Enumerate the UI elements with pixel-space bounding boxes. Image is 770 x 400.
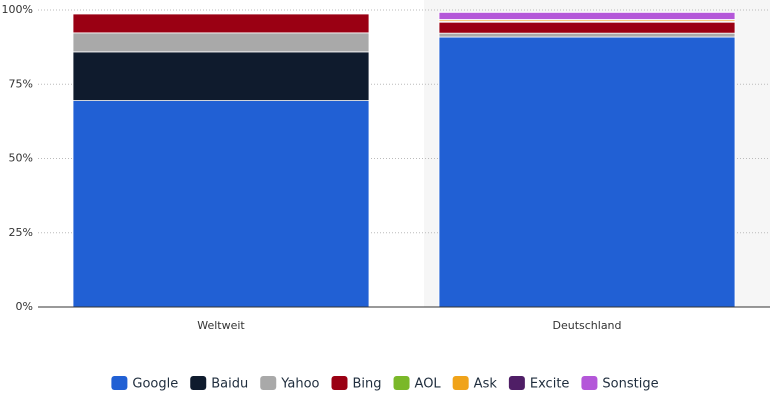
legend-label: Google xyxy=(132,377,178,392)
legend-swatch xyxy=(393,376,410,390)
bar-segment xyxy=(438,32,736,38)
legend-label: Baidu xyxy=(211,377,248,392)
legend-label: Excite xyxy=(530,377,570,392)
bar-segment xyxy=(72,12,370,14)
y-tick-label: 0% xyxy=(16,300,33,313)
legend: Google Baidu Yahoo Bing AOL Ask Excite Sonstige xyxy=(111,376,659,392)
bar-segment xyxy=(72,13,370,34)
y-tick-label: 25% xyxy=(9,226,33,239)
bar-segment xyxy=(72,32,370,53)
legend-label: Bing xyxy=(353,377,382,392)
bar-segment xyxy=(438,11,736,20)
x-tick-label: Deutschland xyxy=(552,319,621,332)
y-tick-label: 100% xyxy=(2,3,33,16)
bar-segment xyxy=(438,21,736,34)
bar-segment xyxy=(72,51,370,101)
legend-label: Sonstige xyxy=(602,377,658,392)
y-tick-label: 75% xyxy=(9,77,33,90)
x-tick-label: Weltweit xyxy=(197,319,245,332)
legend-label: Yahoo xyxy=(280,377,319,392)
legend-swatch xyxy=(260,376,277,390)
y-tick-label: 50% xyxy=(9,152,33,165)
legend-swatch xyxy=(452,376,469,390)
legend-swatch xyxy=(581,376,598,390)
legend-swatch xyxy=(111,376,128,390)
legend-swatch xyxy=(190,376,207,390)
bar-segment xyxy=(72,100,370,308)
legend-label: AOL xyxy=(415,377,442,392)
legend-swatch xyxy=(508,376,525,390)
bar-segment xyxy=(438,36,736,308)
legend-swatch xyxy=(331,376,348,390)
legend-label: Ask xyxy=(474,377,498,392)
